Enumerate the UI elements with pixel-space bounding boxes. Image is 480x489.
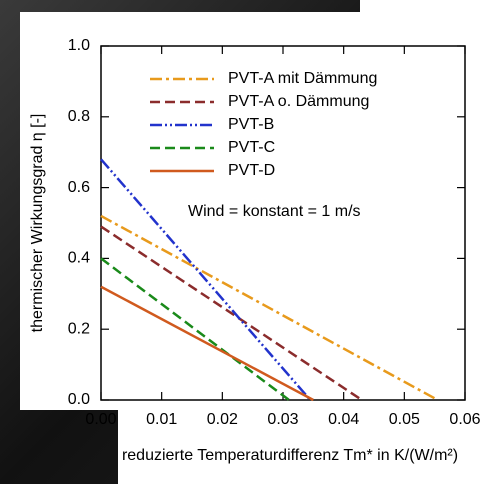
y-tick-label: 1.0 (68, 37, 90, 54)
y-tick-label: 0.8 (68, 108, 90, 125)
y-tick-label: 0.4 (68, 250, 90, 267)
y-axis-label: thermischer Wirkungsgrad η [-] (29, 114, 46, 333)
x-tick-label: 0.05 (389, 411, 420, 428)
x-tick-label: 0.00 (85, 411, 116, 428)
panel (118, 384, 480, 484)
x-tick-label: 0.03 (267, 411, 298, 428)
legend-label: PVT-B (228, 116, 274, 133)
legend-label: PVT-C (228, 139, 275, 156)
legend-label: PVT-A mit Dämmung (228, 70, 377, 87)
legend-label: PVT-D (228, 162, 275, 179)
x-tick-label: 0.04 (328, 411, 359, 428)
series-line (100, 257, 290, 401)
series-line (100, 158, 312, 401)
background-white (360, 0, 480, 12)
x-tick-label: 0.02 (207, 411, 238, 428)
x-tick-label: 0.06 (449, 411, 480, 428)
series-line (100, 214, 439, 402)
x-tick-label: 0.01 (146, 411, 177, 428)
x-axis-label: reduzierte Temperaturdifferenz Tm* in K/… (122, 447, 458, 464)
y-tick-label: 0.2 (68, 320, 90, 337)
legend-label: PVT-A o. Dämmung (228, 93, 369, 110)
y-tick-label: 0.6 (68, 179, 90, 196)
panel (20, 12, 480, 384)
series-line (100, 285, 314, 402)
series-line (100, 225, 363, 402)
annotation: Wind = konstant = 1 m/s (188, 203, 361, 220)
y-tick-label: 0.0 (68, 391, 90, 408)
